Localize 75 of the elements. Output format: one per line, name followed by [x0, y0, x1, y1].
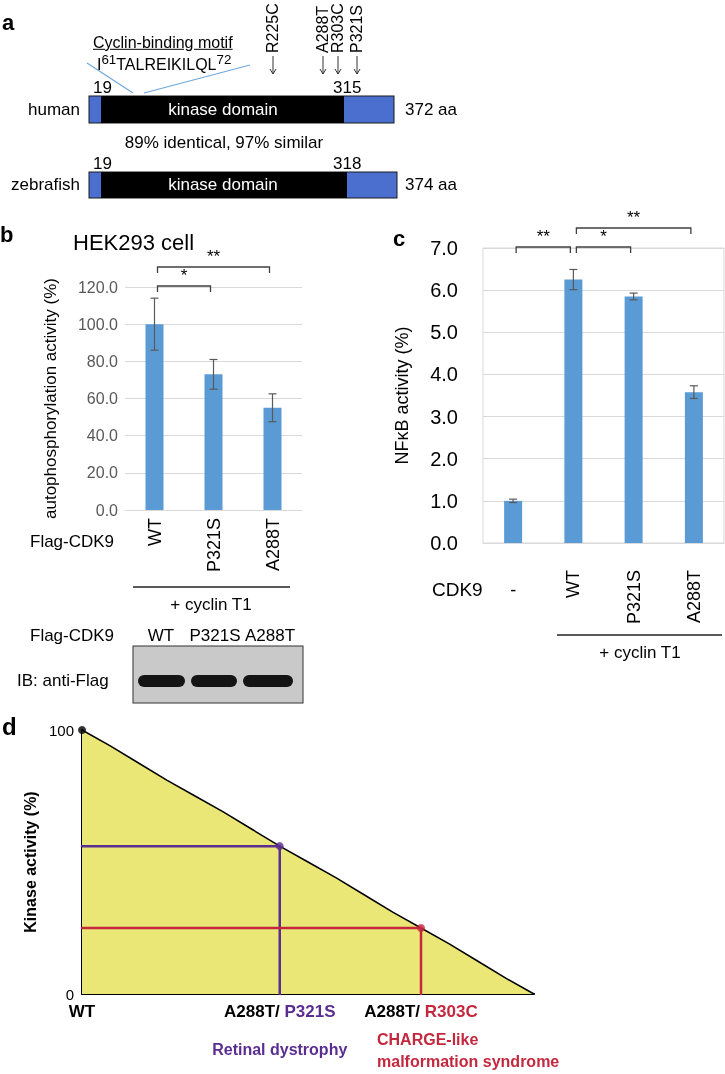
y-axis-title: NFκB activity (%)	[392, 326, 412, 465]
y-tick-label: 100.0	[77, 315, 119, 333]
x-tick-label: -	[510, 579, 517, 601]
y-tick-label: 1.0	[430, 489, 458, 512]
y-axis-title: Kinase activity (%)	[21, 791, 39, 933]
y-tick-label: 3.0	[430, 405, 458, 428]
y-tick-label: 80.0	[86, 352, 119, 370]
text: A288T	[244, 626, 296, 646]
bar	[145, 324, 164, 510]
y-tick-label: 7.0	[430, 237, 458, 259]
y-tick-label: 0.0	[430, 532, 458, 554]
y-tick-label: 4.0	[430, 363, 458, 386]
text: 19	[93, 154, 112, 174]
text: 89% identical, 97% similar	[124, 133, 324, 153]
text: Retinal dystrophy	[212, 1039, 348, 1060]
text: 374 aa	[405, 175, 457, 195]
bar	[204, 374, 223, 510]
text: **	[536, 227, 550, 247]
text: kinase domain	[168, 100, 278, 120]
text: A288T	[314, 5, 331, 53]
x-tick-label: WT	[563, 570, 584, 598]
y-tick-label: 5.0	[430, 321, 458, 344]
x-tick-label: A288T	[683, 570, 704, 624]
text: c	[393, 226, 406, 252]
text: Cyclin-binding motif	[93, 33, 233, 53]
text: **	[206, 247, 221, 267]
x-tick-label: A288T	[262, 518, 283, 572]
text: WT	[147, 626, 175, 646]
y-tick-label: 40.0	[86, 427, 119, 445]
x-tick-label: A288T/ P321S	[223, 1002, 336, 1022]
text: 372 aa	[405, 100, 457, 120]
text: Flag-CDK9	[30, 532, 115, 552]
category-label: zebrafish	[11, 175, 80, 195]
text: *	[600, 227, 607, 247]
text: *	[180, 266, 188, 286]
y-tick-label: 6.0	[430, 279, 458, 302]
x-tick-label: P321S	[203, 518, 224, 573]
text: Flag-CDK9	[30, 626, 115, 646]
y-tick-label: 100	[48, 721, 74, 739]
y-tick-label: 0.0	[95, 501, 119, 519]
text: 318	[333, 154, 362, 174]
y-tick-label: 0	[65, 985, 74, 1003]
y-tick-label: 60.0	[86, 390, 119, 407]
bar	[684, 392, 703, 543]
text: kinase domain	[168, 175, 278, 195]
text: R303C	[329, 3, 346, 53]
bar	[504, 500, 523, 543]
text: **	[627, 208, 641, 228]
text: I$^{61}$TALREIKILQL$^{72}$	[97, 51, 232, 75]
y-tick-label: 120.0	[77, 278, 119, 296]
bar	[263, 407, 282, 510]
text: + cyclin T1	[170, 595, 252, 615]
text: d	[2, 713, 17, 741]
chart-title: HEK293 cell	[73, 229, 195, 255]
text: P321S	[348, 4, 365, 53]
text: a	[2, 10, 15, 36]
x-tick-label: P321S	[623, 570, 644, 625]
text: 19	[93, 78, 112, 98]
x-tick-label: WT	[68, 1002, 96, 1022]
y-axis-title: autophosphorylation activity (%)	[41, 278, 60, 519]
text: b	[0, 222, 14, 248]
y-tick-label: 2.0	[430, 447, 458, 470]
text: 315	[333, 78, 362, 98]
bar	[624, 296, 643, 543]
text: IB: anti-Flag	[17, 671, 109, 691]
bar	[564, 279, 583, 543]
x-tick-label: A288T/ R303C	[364, 1002, 478, 1022]
x-tick-label: WT	[144, 518, 165, 546]
y-tick-label: 20.0	[86, 464, 119, 482]
text: CDK9	[432, 579, 483, 601]
category-label: human	[28, 100, 80, 120]
text: P321S	[189, 626, 241, 646]
text: R225C	[264, 3, 281, 53]
text: + cyclin T1	[599, 643, 681, 663]
text: CHARGE-like malformation syndrome	[377, 1030, 561, 1073]
